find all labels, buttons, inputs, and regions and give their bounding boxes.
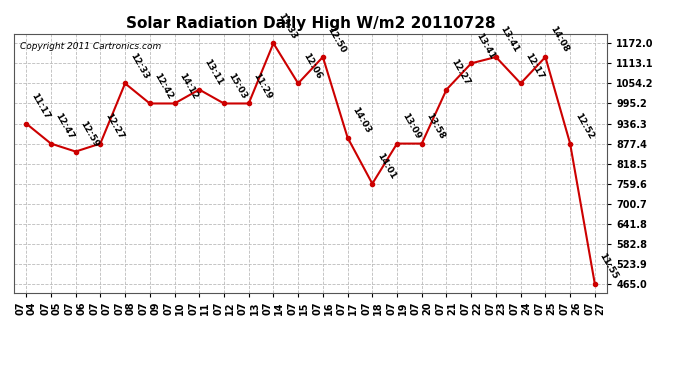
Title: Solar Radiation Daily High W/m2 20110728: Solar Radiation Daily High W/m2 20110728 <box>126 16 495 31</box>
Text: 14:08: 14:08 <box>548 25 570 54</box>
Text: 11:17: 11:17 <box>29 92 51 121</box>
Text: 12:47: 12:47 <box>54 111 76 141</box>
Text: 14:03: 14:03 <box>351 105 373 135</box>
Text: 14:01: 14:01 <box>375 152 397 181</box>
Text: Copyright 2011 Cartronics.com: Copyright 2011 Cartronics.com <box>20 42 161 51</box>
Text: 12:42: 12:42 <box>152 71 175 101</box>
Text: 12:52: 12:52 <box>573 111 595 141</box>
Text: 13:41: 13:41 <box>474 31 496 60</box>
Text: 12:27: 12:27 <box>449 57 471 87</box>
Text: 13:11: 13:11 <box>202 57 224 87</box>
Text: 13:58: 13:58 <box>424 111 446 141</box>
Text: 12:50: 12:50 <box>326 25 348 54</box>
Text: 11:55: 11:55 <box>598 252 620 281</box>
Text: 15:03: 15:03 <box>227 72 249 101</box>
Text: 13:41: 13:41 <box>499 25 521 54</box>
Text: 13:33: 13:33 <box>276 11 298 40</box>
Text: 12:27: 12:27 <box>103 111 126 141</box>
Text: 12:33: 12:33 <box>128 51 150 81</box>
Text: 14:12: 14:12 <box>177 71 199 101</box>
Text: 11:29: 11:29 <box>251 71 274 101</box>
Text: 12:06: 12:06 <box>301 51 323 81</box>
Text: 13:09: 13:09 <box>400 111 422 141</box>
Text: 12:17: 12:17 <box>524 51 546 81</box>
Text: 12:59: 12:59 <box>79 119 101 149</box>
